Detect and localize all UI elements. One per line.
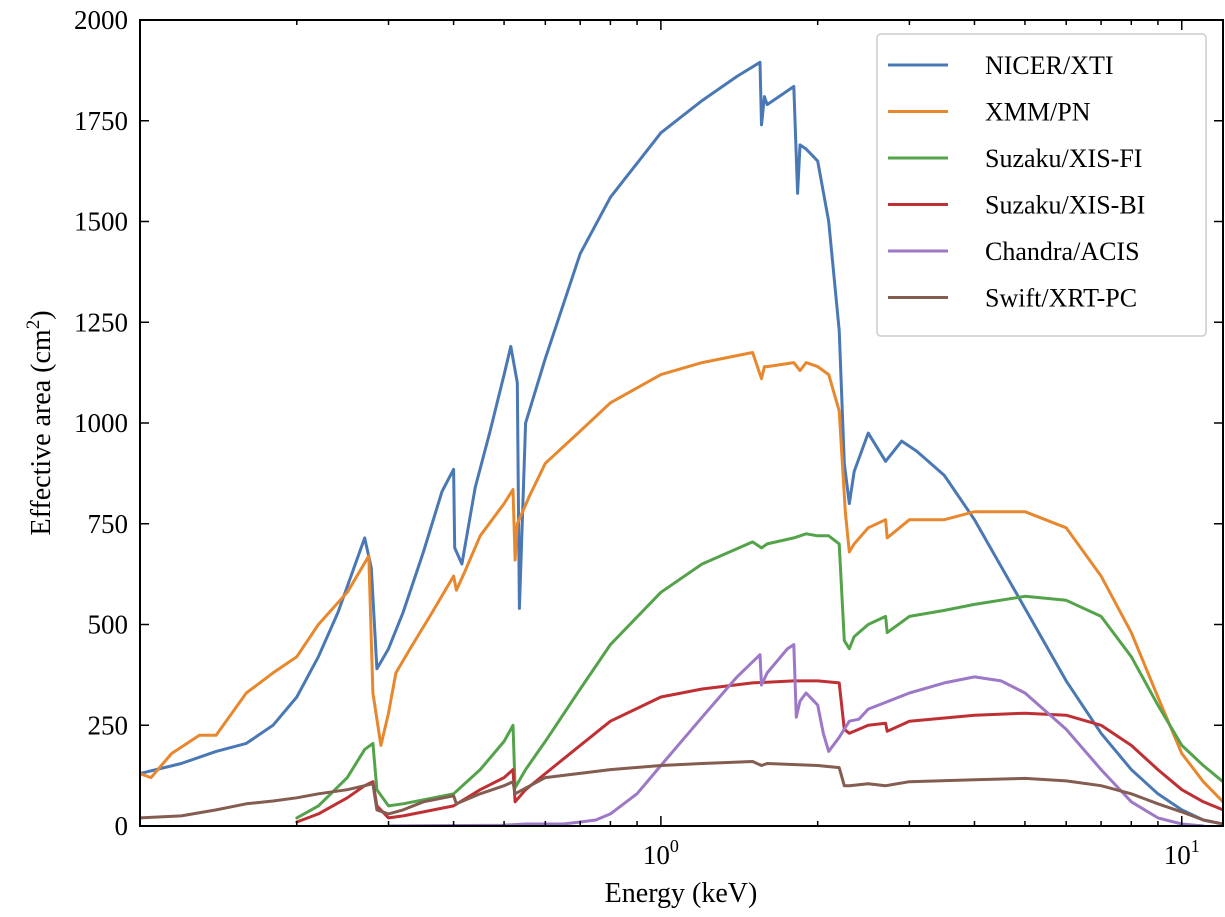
x-tick-label-base-1: 10 bbox=[1164, 840, 1191, 870]
y-tick-label-1: 250 bbox=[88, 710, 129, 740]
x-tick-label-exp-1: 1 bbox=[1191, 836, 1200, 856]
legend-label-1: XMM/PN bbox=[985, 98, 1091, 127]
series-line-2 bbox=[295, 532, 1223, 820]
series-line-5 bbox=[140, 760, 1223, 826]
x-tick-label-base-0: 10 bbox=[643, 840, 670, 870]
series-line-0 bbox=[140, 60, 1223, 826]
y-tick-label-2: 500 bbox=[88, 610, 129, 640]
y-axis-label-close: ) bbox=[26, 310, 57, 319]
y-axis-label-main: Effective area (cm bbox=[26, 329, 57, 535]
y-tick-label-6: 1500 bbox=[74, 207, 128, 237]
y-tick-label-5: 1250 bbox=[74, 307, 128, 337]
legend-label-3: Suzaku/XIS-BI bbox=[985, 191, 1145, 220]
legend-label-5: Swift/XRT-PC bbox=[985, 284, 1137, 313]
legend-label-2: Suzaku/XIS-FI bbox=[985, 144, 1142, 173]
y-tick-label-4: 1000 bbox=[74, 408, 128, 438]
series-line-1 bbox=[140, 351, 1223, 804]
y-axis-label-superscript: 2 bbox=[23, 320, 44, 330]
legend-box bbox=[876, 33, 1207, 337]
legend-label-4: Chandra/ACIS bbox=[985, 237, 1140, 266]
x-tick-label-1: 101 bbox=[1164, 836, 1200, 870]
x-tick-label-exp-0: 0 bbox=[670, 836, 679, 856]
y-tick-label-3: 750 bbox=[88, 509, 129, 539]
series-layer bbox=[140, 60, 1223, 826]
x-tick-label-0: 100 bbox=[643, 836, 679, 870]
series-line-4 bbox=[387, 643, 1205, 826]
y-tick-label-7: 1750 bbox=[74, 106, 128, 136]
y-tick-label-8: 2000 bbox=[74, 5, 128, 35]
x-axis-label: Energy (keV) bbox=[605, 878, 758, 909]
legend: NICER/XTI XMM/PN Suzaku/XIS-FI Suzaku/XIS-B… bbox=[876, 33, 1207, 337]
y-tick-label-0: 0 bbox=[115, 811, 129, 841]
y-axis-label: Effective area (cm2) bbox=[23, 310, 57, 535]
legend-label-0: NICER/XTI bbox=[985, 51, 1114, 80]
